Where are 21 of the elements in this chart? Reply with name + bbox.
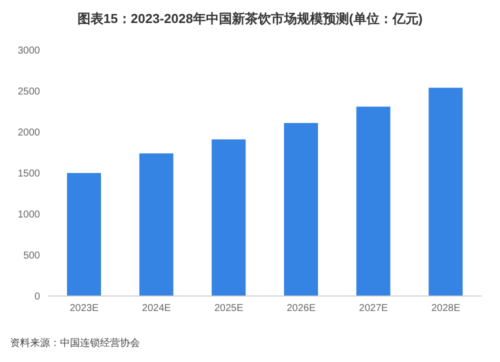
y-tick-label: 0 <box>34 292 40 303</box>
y-tick-label: 500 <box>23 250 40 262</box>
bar <box>212 139 246 296</box>
y-tick-label: 2500 <box>18 86 40 98</box>
y-tick-label: 1000 <box>18 210 40 221</box>
x-tick-label: 2023E <box>70 303 99 314</box>
x-tick-label: 2026E <box>286 303 316 314</box>
bar <box>139 153 174 296</box>
y-tick-label: 3000 <box>18 46 40 57</box>
y-tick-label: 1500 <box>18 168 40 180</box>
text: 资料来源：中国连锁经营协会 <box>10 336 140 350</box>
bar <box>428 88 463 296</box>
bar <box>284 122 318 296</box>
x-tick-label: 2027E <box>359 303 388 314</box>
y-tick-label: 2000 <box>18 128 40 139</box>
x-tick-label: 2024E <box>142 303 172 314</box>
bar <box>356 106 390 296</box>
chart-title: 图表15：2023-2028年中国新茶饮市场规模预测(单位：亿元) <box>76 10 424 28</box>
bar <box>67 173 101 296</box>
x-tick-label: 2025E <box>214 303 244 314</box>
x-tick-label: 2028E <box>431 303 461 314</box>
